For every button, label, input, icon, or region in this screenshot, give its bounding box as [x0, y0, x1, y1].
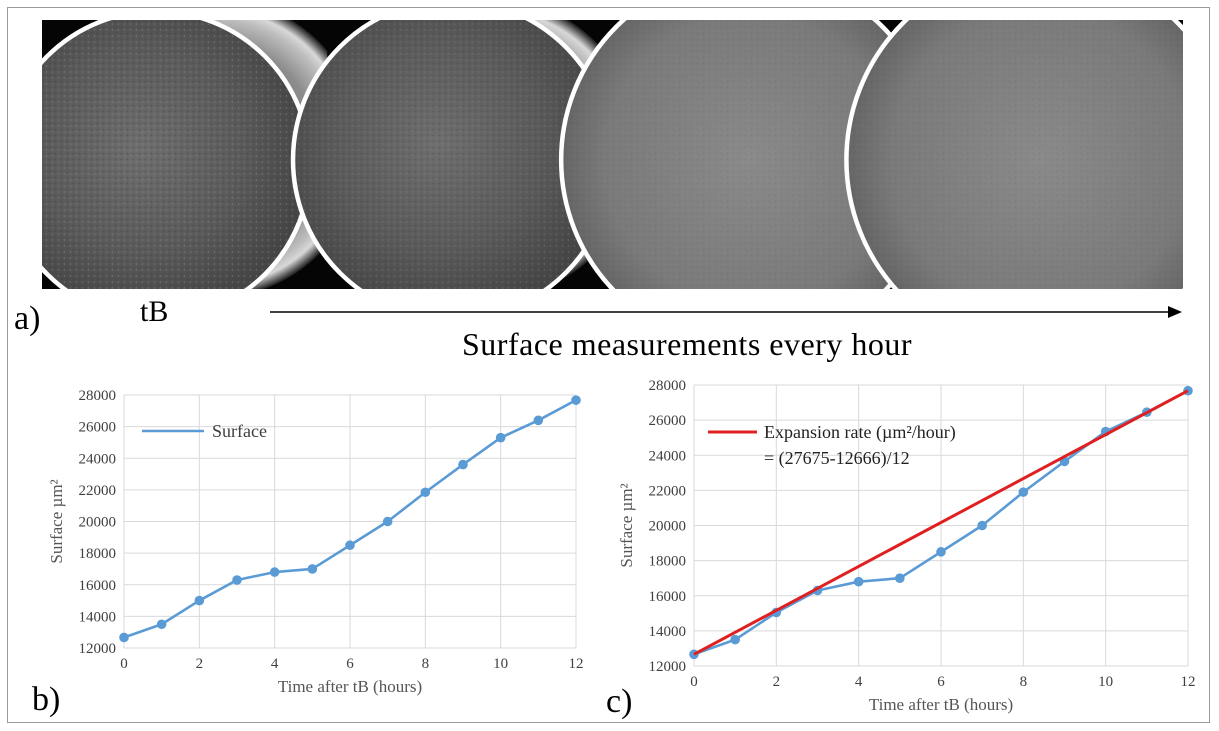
arrow-caption: Surface measurements every hour — [462, 326, 912, 362]
y-tick-label: 20000 — [649, 519, 687, 535]
data-point — [458, 459, 468, 470]
y-tick-label: 22000 — [79, 483, 117, 499]
trend-line — [693, 389, 1189, 656]
y-tick-label: 16000 — [79, 578, 117, 594]
y-tick-label: 26000 — [649, 413, 687, 429]
y-tick-label: 24000 — [649, 448, 687, 464]
data-point — [269, 567, 280, 577]
x-tick-label: 12 — [569, 656, 584, 672]
data-point — [382, 516, 393, 527]
legend-label: Surface — [212, 421, 267, 441]
data-point — [307, 564, 318, 574]
embryo-frame-2 — [290, 20, 640, 289]
embryo-frame-1 — [42, 20, 364, 289]
data-point — [119, 632, 129, 643]
x-tick-label: 8 — [422, 656, 430, 672]
y-tick-label: 12000 — [79, 641, 117, 657]
data-point — [895, 573, 905, 583]
x-tick-label: 0 — [120, 656, 128, 672]
y-tick-label: 20000 — [79, 515, 117, 531]
y-tick-label: 24000 — [79, 451, 117, 467]
y-tick-label: 28000 — [79, 388, 117, 404]
time-arrow — [270, 306, 1182, 318]
embryo-frame-3 — [558, 20, 940, 289]
data-point — [533, 415, 544, 426]
legend-label-line1: Expansion rate (µm²/hour) — [764, 422, 956, 443]
chart-b: 12000 14000 16000 18000 20000 22000 24000 26000… — [32, 388, 584, 718]
chart-c: 12000 14000 16000 18000 20000 22000 24000 26000… — [606, 378, 1196, 720]
data-point — [194, 595, 205, 606]
panel-label: c) — [606, 683, 632, 720]
x-tick-label: 6 — [937, 674, 945, 690]
tb-label: tB — [140, 295, 169, 328]
y-tick-label: 26000 — [79, 420, 117, 436]
data-point — [853, 576, 864, 587]
y-tick-label: 18000 — [79, 546, 117, 562]
data-point — [977, 520, 987, 531]
x-tick-label: 6 — [346, 656, 354, 672]
x-axis-label: Time after tB (hours) — [278, 677, 422, 696]
embryo-image-strip — [42, 20, 1183, 289]
x-tick-label: 0 — [690, 674, 698, 690]
x-tick-label: 10 — [1098, 674, 1113, 690]
data-point — [420, 487, 431, 498]
figure-frame — [7, 7, 1210, 723]
data-point — [571, 395, 581, 405]
data-point — [232, 575, 242, 585]
legend-label-line2: = (27675-12666)/12 — [764, 448, 910, 469]
y-axis-label: Surface µm² — [47, 479, 66, 563]
measurement-circle — [844, 20, 1183, 289]
y-tick-label: 28000 — [649, 378, 687, 394]
data-point — [730, 634, 740, 645]
y-tick-label: 16000 — [649, 589, 687, 605]
data-point — [156, 619, 167, 630]
x-tick-label: 8 — [1020, 674, 1028, 690]
embryo-frame-4 — [844, 20, 1183, 289]
y-tick-label: 12000 — [649, 659, 687, 675]
data-point — [345, 540, 355, 551]
x-tick-label: 4 — [855, 674, 863, 690]
x-axis-label: Time after tB (hours) — [869, 695, 1013, 714]
data-point — [495, 432, 506, 443]
x-tick-label: 10 — [493, 656, 508, 672]
data-point — [1018, 487, 1029, 497]
x-tick-label: 4 — [271, 656, 279, 672]
y-tick-label: 22000 — [649, 483, 687, 499]
panel-a-label: a) — [14, 300, 41, 337]
x-tick-label: 2 — [196, 656, 204, 672]
data-point — [936, 547, 946, 557]
embryo-images — [42, 20, 1183, 289]
x-tick-label: 2 — [773, 674, 781, 690]
y-axis-label: Surface µm² — [617, 483, 636, 567]
panel-label: b) — [32, 681, 60, 718]
x-tick-label: 12 — [1181, 674, 1196, 690]
y-tick-label: 14000 — [79, 609, 117, 625]
y-tick-label: 14000 — [649, 624, 687, 640]
y-tick-label: 18000 — [649, 554, 687, 570]
